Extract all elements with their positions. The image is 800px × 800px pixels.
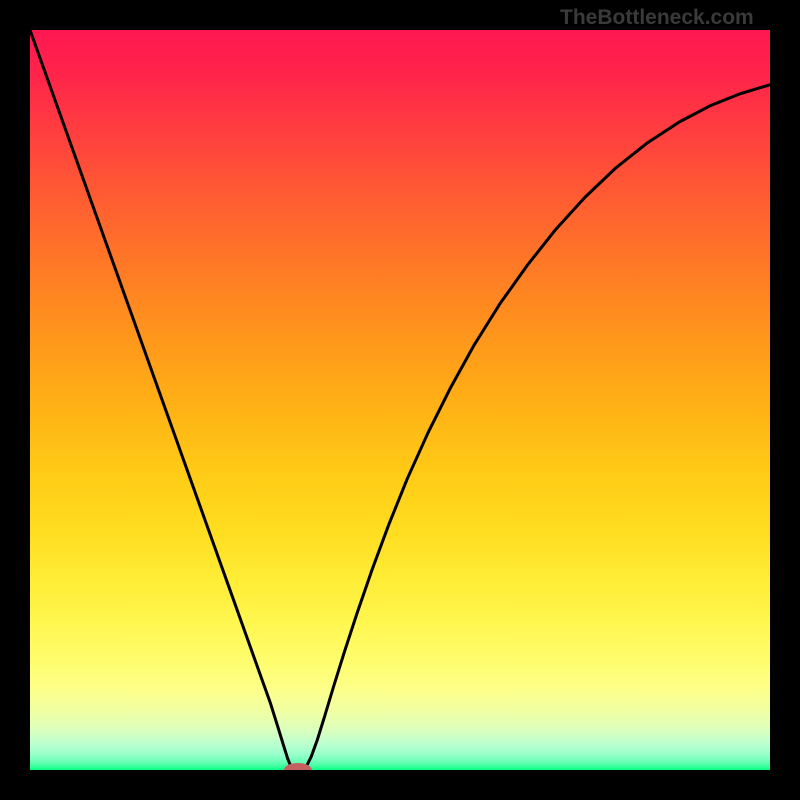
plot-svg xyxy=(30,30,770,770)
gradient-background xyxy=(30,30,770,770)
watermark-label: TheBottleneck.com xyxy=(560,6,754,30)
plot-area xyxy=(30,30,770,770)
chart-frame: TheBottleneck.com xyxy=(0,0,800,800)
